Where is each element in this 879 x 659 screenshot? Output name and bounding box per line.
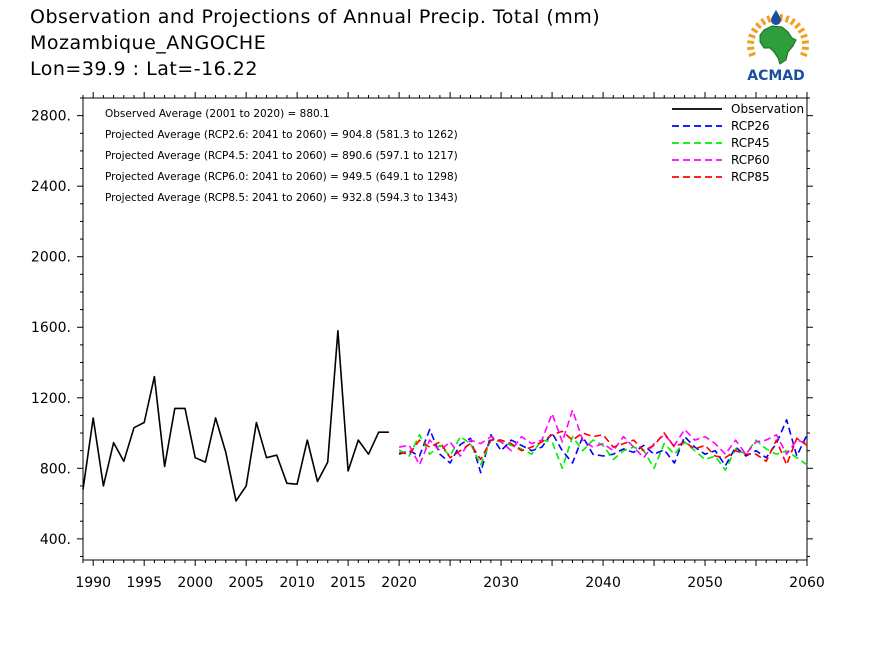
legend-label-observation: Observation bbox=[731, 102, 804, 116]
sun-ray bbox=[800, 33, 808, 39]
legend-label-rcp26: RCP26 bbox=[731, 119, 770, 133]
sun-ray bbox=[794, 22, 802, 30]
x-tick-label: 2020 bbox=[381, 575, 417, 591]
sun-ray bbox=[750, 27, 759, 34]
y-tick-label: 2800. bbox=[31, 109, 71, 125]
africa-map-icon bbox=[759, 25, 797, 65]
sun-ray bbox=[748, 51, 756, 58]
sun-ray bbox=[747, 40, 755, 44]
x-tick-label: 1990 bbox=[75, 575, 111, 591]
sun-ray bbox=[747, 46, 755, 51]
x-tick-label: 2000 bbox=[177, 575, 213, 591]
title-line-1: Observation and Projections of Annual Pr… bbox=[30, 6, 601, 28]
x-tick-label: 2005 bbox=[228, 575, 264, 591]
title-line-2: Mozambique_ANGOCHE bbox=[30, 32, 267, 54]
stats-annotation: Projected Average (RCP4.5: 2041 to 2060)… bbox=[105, 150, 458, 162]
stats-annotation: Projected Average (RCP2.6: 2041 to 2060)… bbox=[105, 129, 458, 141]
stats-annotation: Projected Average (RCP8.5: 2041 to 2060)… bbox=[105, 192, 458, 204]
series-line-rcp60 bbox=[398, 409, 808, 466]
x-tick-label: 2030 bbox=[483, 575, 519, 591]
x-tick-label: 2040 bbox=[585, 575, 621, 591]
x-tick-label: 2050 bbox=[687, 575, 723, 591]
legend-label-rcp60: RCP60 bbox=[731, 153, 770, 167]
stats-annotation: Observed Average (2001 to 2020) = 880.1 bbox=[105, 108, 330, 120]
sun-ray bbox=[748, 33, 756, 39]
water-drop-icon bbox=[771, 10, 781, 25]
series-line-observation bbox=[82, 329, 389, 502]
x-tick-label: 1995 bbox=[126, 575, 162, 591]
sun-ray bbox=[784, 15, 790, 23]
logo-text: ACMAD bbox=[747, 68, 805, 84]
plot-frame bbox=[82, 97, 808, 561]
series-line-rcp26 bbox=[398, 418, 808, 474]
sun-ray bbox=[801, 46, 809, 51]
legend-label-rcp45: RCP45 bbox=[731, 136, 770, 150]
title-line-3: Lon=39.9 : Lat=-16.22 bbox=[30, 58, 258, 80]
sun-ray bbox=[797, 27, 806, 34]
series-line-rcp45 bbox=[398, 433, 808, 471]
y-tick-label: 800. bbox=[40, 461, 71, 477]
sun-ray bbox=[766, 15, 772, 23]
series-line-rcp85 bbox=[398, 430, 808, 466]
y-tick-label: 2000. bbox=[31, 250, 71, 266]
stats-annotation: Projected Average (RCP6.0: 2041 to 2060)… bbox=[105, 171, 458, 183]
y-tick-label: 400. bbox=[40, 532, 71, 548]
sun-ray bbox=[801, 40, 809, 44]
africa-map-sun-logo: ACMAD bbox=[747, 10, 809, 84]
x-tick-label: 2015 bbox=[330, 575, 366, 591]
sun-ray bbox=[789, 17, 796, 26]
x-tick-label: 2010 bbox=[279, 575, 315, 591]
x-tick-label: 2060 bbox=[789, 575, 825, 591]
y-tick-label: 2400. bbox=[31, 179, 71, 195]
sun-ray bbox=[800, 51, 808, 58]
sun-ray bbox=[760, 17, 767, 26]
y-tick-label: 1600. bbox=[31, 320, 71, 336]
sun-ray bbox=[754, 22, 762, 30]
legend-label-rcp85: RCP85 bbox=[731, 170, 770, 184]
y-tick-label: 1200. bbox=[31, 391, 71, 407]
